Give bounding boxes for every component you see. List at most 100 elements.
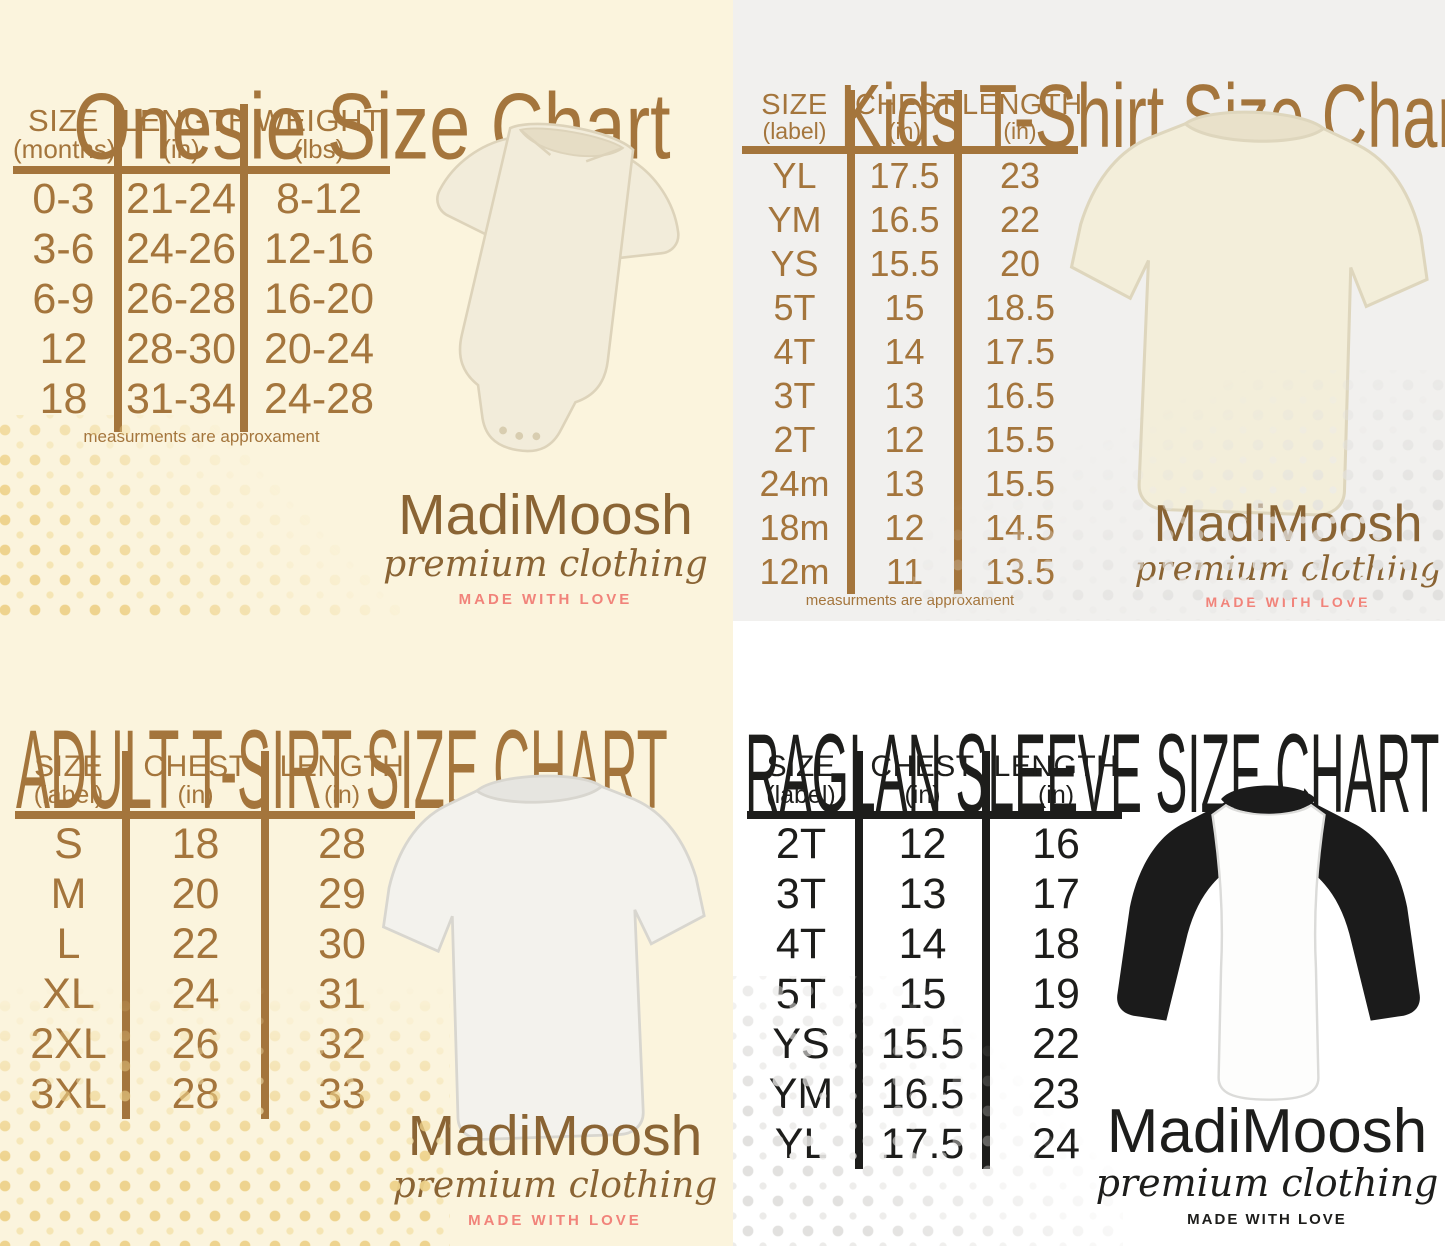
- column-header-chest: CHEST (in): [122, 751, 261, 811]
- table-row: 12m 11 13.5: [742, 550, 1078, 594]
- brand-motto: MADE WITH LOVE: [468, 1211, 642, 1229]
- table-cell: 18: [39, 375, 88, 423]
- onesie-image: [436, 122, 680, 453]
- brand-tagline: premium clothing: [1095, 1161, 1439, 1206]
- table-row: 5T 15 19: [747, 969, 1122, 1019]
- table-cell: 13: [847, 374, 954, 418]
- table-cell: 5T: [775, 970, 827, 1018]
- table-row: YM 16.5 22: [742, 198, 1078, 242]
- table-header-rule: [13, 166, 390, 174]
- column-header-unit: (label): [33, 781, 104, 809]
- table-cell: 15.5: [847, 242, 954, 286]
- table-cell: YM: [768, 1070, 834, 1118]
- column-header-label: SIZE: [761, 89, 828, 121]
- table-cell: 11: [847, 550, 954, 594]
- table-body: 2T 12 16 3T 13 17 4T 14 18 5T 15 19 YS 15.5 22 YM 16.5 23…: [747, 819, 1122, 1169]
- table-cell: YS: [770, 243, 819, 284]
- column-header-chest: CHEST (in): [855, 751, 982, 811]
- table-row: YS 15.5 22: [747, 1019, 1122, 1069]
- table-cell: 18: [122, 819, 261, 869]
- column-header-unit: (label): [766, 781, 836, 809]
- table-cell: 20: [122, 869, 261, 919]
- brand-tagline: premium clothing: [392, 1164, 718, 1206]
- table-row: M 20 29: [15, 869, 415, 919]
- table-row: 18 31-34 24-28: [13, 374, 390, 424]
- table-cell: 16.5: [855, 1069, 982, 1119]
- column-header-size: SIZE (label): [742, 90, 847, 146]
- column-header-label: CHEST: [143, 750, 248, 783]
- column-header-label: LENGTH: [962, 89, 1083, 121]
- table-header-row: SIZE (months) LENGTH (in) WEIGHT (lbs): [13, 104, 390, 166]
- table-cell: 15: [847, 286, 954, 330]
- brand-logo: MadiMoosh premium clothing MADE WITH LOV…: [1091, 1099, 1443, 1228]
- kids-tshirt-image: [1069, 110, 1429, 517]
- column-header-label: CHEST: [855, 89, 956, 121]
- table-cell: 15.5: [855, 1019, 982, 1069]
- column-header-unit: (in): [323, 781, 361, 809]
- table-cell: 4T: [775, 920, 827, 968]
- column-header-label: SIZE: [34, 750, 103, 783]
- table-cell: 18: [982, 919, 1122, 969]
- table-cell: 29: [261, 869, 415, 919]
- column-header-length: LENGTH (in): [954, 89, 1083, 146]
- brand-motto: MADE WITH LOVE: [458, 590, 633, 608]
- table-cell: 12: [39, 325, 88, 373]
- table-cell: 2XL: [30, 1020, 107, 1068]
- table-row: S 18 28: [15, 819, 415, 869]
- column-header-unit: (in): [177, 781, 214, 809]
- table-cell: 18.5: [954, 286, 1078, 330]
- table-row: YS 15.5 20: [742, 242, 1078, 286]
- table-cell: 16-20: [240, 274, 390, 324]
- column-header-unit: (in): [887, 118, 922, 144]
- column-header-weight: WEIGHT (lbs): [240, 104, 390, 166]
- table-row: 5T 15 18.5: [742, 286, 1078, 330]
- adult-tshirt-panel: ADULT T-SIRT SIZE CHART SIZE (label) CHE…: [0, 621, 733, 1246]
- table-cell: 3-6: [32, 225, 95, 273]
- column-header-label: WEIGHT: [255, 103, 383, 138]
- table-cell: YL: [774, 1120, 828, 1168]
- table-row: YL 17.5 24: [747, 1119, 1122, 1169]
- column-header-unit: (in): [1037, 781, 1075, 809]
- table-cell: 14: [855, 919, 982, 969]
- brand-motto: MADE WITH LOVE: [1187, 1210, 1347, 1228]
- disclaimer-note: measurments are approxament: [805, 592, 1015, 609]
- brand-logo: MadiMoosh premium clothing MADE WITH LOV…: [1133, 497, 1443, 610]
- table-cell: YM: [767, 199, 822, 240]
- table-cell: 8-12: [240, 174, 390, 224]
- brand-motto: MADE WITH LOVE: [1205, 594, 1371, 611]
- table-cell: 2T: [773, 419, 816, 460]
- table-cell: 26: [122, 1019, 261, 1069]
- table-row: 12 28-30 20-24: [13, 324, 390, 374]
- brand-name: MadiMoosh: [1153, 495, 1423, 553]
- table-cell: 13: [847, 462, 954, 506]
- table-cell: 22: [122, 919, 261, 969]
- onesie-size-table: SIZE (months) LENGTH (in) WEIGHT (lbs) 0…: [13, 104, 390, 432]
- table-cell: 28: [122, 1069, 261, 1119]
- table-header-row: SIZE (label) CHEST (in) LENGTH (in): [15, 751, 415, 811]
- table-row: 2T 12 16: [747, 819, 1122, 869]
- table-cell: 13: [855, 869, 982, 919]
- table-row: 3-6 24-26 12-16: [13, 224, 390, 274]
- brand-name: MadiMoosh: [1106, 1097, 1428, 1166]
- column-header-length: LENGTH (in): [982, 751, 1122, 811]
- table-cell: 12: [855, 819, 982, 869]
- column-header-unit: (months): [13, 134, 116, 164]
- adult-tshirt-image: [381, 774, 706, 1141]
- brand-logo: MadiMoosh premium clothing MADE WITH LOV…: [378, 485, 713, 608]
- table-cell: 24m: [759, 463, 830, 504]
- table-cell: 12: [847, 506, 954, 550]
- kids-tshirt-panel: Kids T-Shirt Size Chart SIZE (label) CHE…: [733, 0, 1445, 621]
- table-row: YL 17.5 23: [742, 154, 1078, 198]
- brand-logo: MadiMoosh premium clothing MADE WITH LOV…: [385, 1106, 725, 1229]
- table-cell: 3XL: [30, 1070, 107, 1118]
- onesie-panel: Onesie Size Chart SIZE (months) LENGTH (…: [0, 0, 733, 621]
- column-header-unit: (in): [162, 134, 200, 164]
- raglan-sleeve-panel: RAGLAN SLEEVE SIZE CHART SIZE (label) CH…: [733, 621, 1445, 1246]
- table-cell: 14: [847, 330, 954, 374]
- table-cell: XL: [42, 970, 95, 1018]
- table-cell: 26-28: [114, 274, 240, 324]
- table-cell: YS: [772, 1020, 830, 1068]
- column-header-unit: (in): [1003, 118, 1037, 144]
- brand-tagline: premium clothing: [383, 543, 708, 585]
- table-row: 6-9 26-28 16-20: [13, 274, 390, 324]
